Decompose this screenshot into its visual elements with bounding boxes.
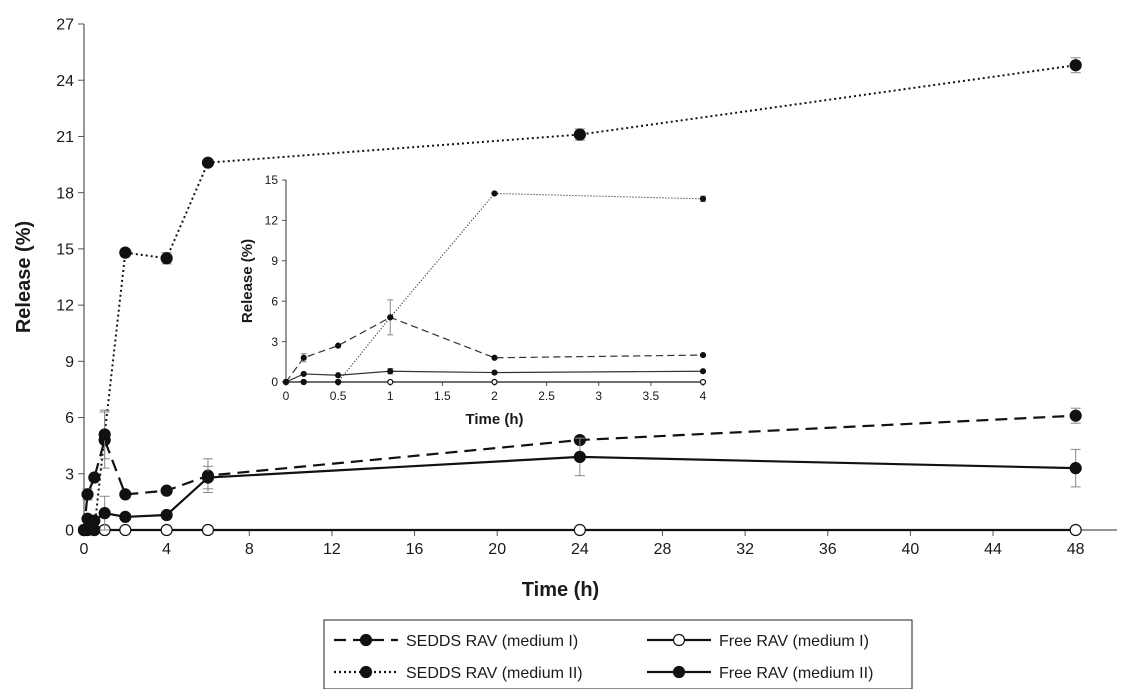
inset-data-point bbox=[282, 378, 290, 386]
main-data-point bbox=[1069, 523, 1082, 537]
main-data-point bbox=[88, 471, 101, 484]
main-data-point bbox=[160, 252, 173, 265]
main-data-point bbox=[119, 523, 132, 537]
legend-label-2: SEDDS RAV (medium II) bbox=[406, 665, 583, 682]
inset-x-tick-label: 1.5 bbox=[434, 389, 451, 403]
main-y-tick-label: 24 bbox=[56, 73, 74, 90]
main-x-tick-label: 4 bbox=[162, 541, 171, 558]
inset-data-point bbox=[335, 378, 342, 386]
inset-data-point bbox=[387, 314, 394, 321]
main-x-tick-label: 48 bbox=[1067, 541, 1085, 558]
inset-data-point bbox=[699, 368, 707, 375]
legend-marker-2 bbox=[359, 665, 373, 679]
main-data-point bbox=[201, 471, 215, 484]
inset-data-point bbox=[699, 351, 707, 359]
inset-y-tick-label: 0 bbox=[271, 375, 278, 389]
inset-x-tick-label: 2.5 bbox=[538, 389, 555, 403]
main-data-point bbox=[98, 428, 111, 441]
inset-data-point bbox=[699, 378, 707, 386]
inset-data-point bbox=[491, 369, 498, 376]
inset-x-tick-label: 4 bbox=[700, 389, 707, 403]
main-y-tick-label: 27 bbox=[56, 17, 74, 34]
main-x-tick-label: 20 bbox=[488, 541, 506, 558]
main-data-point bbox=[160, 508, 173, 522]
main-data-point bbox=[119, 510, 132, 523]
inset-x-tick-label: 0 bbox=[283, 389, 290, 403]
main-x-tick-label: 12 bbox=[323, 541, 341, 558]
legend-marker-1 bbox=[672, 633, 686, 647]
main-y-tick-label: 15 bbox=[56, 241, 74, 258]
main-data-point bbox=[573, 523, 586, 537]
main-data-point bbox=[201, 523, 215, 537]
main-data-point bbox=[88, 514, 101, 527]
inset-x-tick-label: 2 bbox=[491, 389, 498, 403]
inset-y-tick-label: 12 bbox=[265, 214, 279, 228]
main-y-tick-label: 0 bbox=[65, 523, 74, 540]
inset-plot-area: 0 3 6 9 12 15 0 0.5 1 1.5 2 2.5 3 3.5 4 Time (h) Release… bbox=[239, 173, 707, 428]
inset-x-tick-label: 3.5 bbox=[643, 389, 660, 403]
main-x-tick-label: 40 bbox=[902, 541, 920, 558]
main-x-tick-label: 32 bbox=[736, 541, 754, 558]
main-x-tick-label: 16 bbox=[406, 541, 424, 558]
inset-data-point bbox=[387, 378, 394, 386]
inset-y-tick-label: 9 bbox=[271, 254, 278, 268]
inset-y-axis-title: Release (%) bbox=[239, 239, 256, 323]
main-data-point bbox=[160, 523, 173, 537]
inset-data-point bbox=[491, 190, 498, 197]
main-x-tick-label: 0 bbox=[80, 541, 89, 558]
main-data-point bbox=[573, 128, 586, 141]
main-y-tick-label: 21 bbox=[56, 129, 74, 146]
inset-data-point bbox=[491, 378, 498, 386]
legend-marker-0 bbox=[359, 633, 373, 647]
inset-data-point bbox=[335, 342, 342, 349]
legend-label-1: Free RAV (medium I) bbox=[719, 633, 869, 650]
main-data-point bbox=[573, 450, 586, 464]
legend: SEDDS RAV (medium I) Free RAV (medium I) S… bbox=[323, 619, 913, 689]
main-data-point bbox=[201, 156, 215, 169]
main-x-tick-label: 8 bbox=[245, 541, 254, 558]
main-y-tick-label: 12 bbox=[56, 298, 74, 315]
legend-label-3: Free RAV (medium II) bbox=[719, 665, 873, 682]
inset-data-point bbox=[699, 195, 707, 202]
main-y-tick-label: 9 bbox=[65, 354, 74, 371]
inset-y-tick-label: 15 bbox=[265, 173, 279, 187]
legend-box bbox=[323, 619, 913, 689]
main-data-point bbox=[98, 507, 111, 520]
inset-x-axis-title: Time (h) bbox=[465, 411, 523, 428]
inset-series-line-2 bbox=[286, 192, 704, 383]
main-data-point bbox=[119, 488, 132, 501]
inset-data-point bbox=[387, 368, 394, 375]
inset-x-tick-label: 0.5 bbox=[330, 389, 347, 403]
main-y-tick-label: 3 bbox=[65, 466, 74, 483]
main-x-tick-label: 44 bbox=[984, 541, 1002, 558]
main-y-tick-label: 6 bbox=[65, 410, 74, 427]
inset-data-point bbox=[300, 378, 307, 386]
main-data-point bbox=[1069, 59, 1082, 72]
inset-series-line-3 bbox=[285, 370, 704, 383]
main-data-point bbox=[1069, 409, 1082, 422]
inset-x-tick-label: 1 bbox=[387, 389, 394, 403]
main-data-point bbox=[77, 523, 91, 537]
main-y-tick-label: 18 bbox=[56, 185, 74, 202]
main-data-point bbox=[1069, 462, 1082, 475]
main-y-axis-title: Release (%) bbox=[13, 221, 35, 333]
main-x-tick-label: 28 bbox=[654, 541, 672, 558]
main-data-point bbox=[119, 246, 132, 259]
inset-data-point bbox=[335, 372, 342, 379]
inset-y-tick-label: 6 bbox=[271, 294, 278, 308]
legend-label-0: SEDDS RAV (medium I) bbox=[406, 633, 578, 650]
main-x-tick-label: 24 bbox=[571, 541, 589, 558]
inset-data-point bbox=[491, 354, 498, 361]
inset-x-tick-label: 3 bbox=[595, 389, 602, 403]
inset-data-point bbox=[300, 370, 307, 378]
legend-marker-3 bbox=[672, 665, 686, 679]
main-data-point bbox=[160, 484, 173, 497]
main-data-point bbox=[81, 488, 94, 501]
main-x-tick-label: 36 bbox=[819, 541, 837, 558]
inset-data-point bbox=[300, 354, 307, 361]
main-x-axis-title: Time (h) bbox=[522, 579, 599, 601]
inset-y-tick-label: 3 bbox=[271, 335, 278, 349]
